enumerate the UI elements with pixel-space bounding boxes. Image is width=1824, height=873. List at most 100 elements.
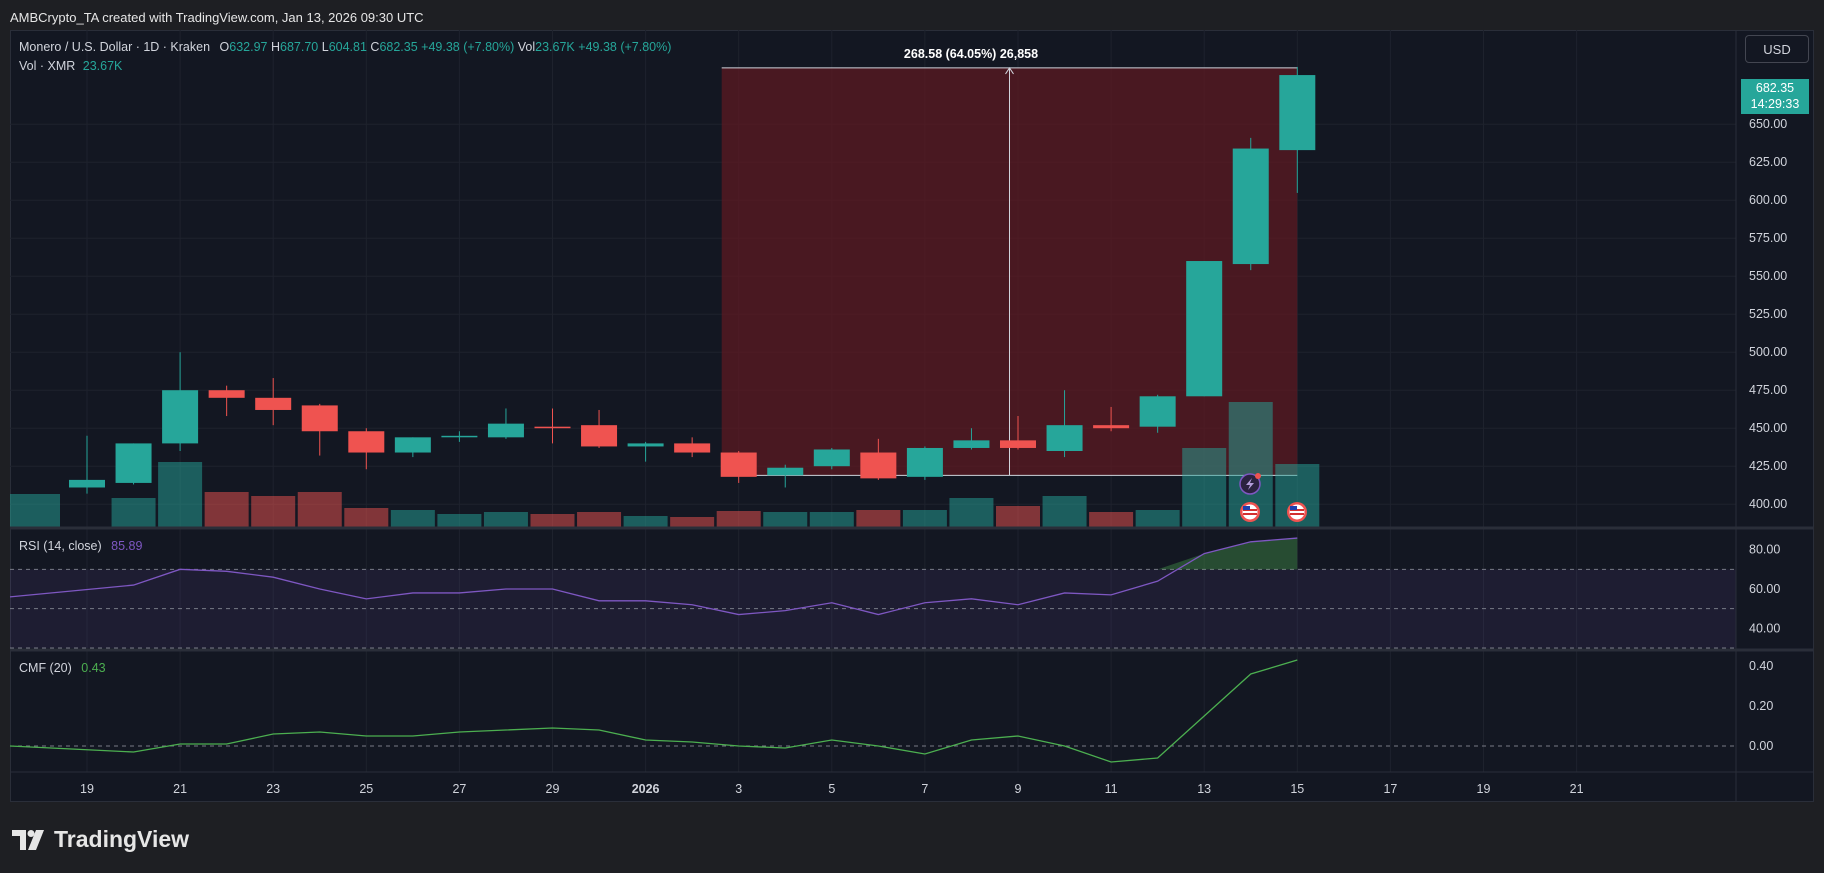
candle[interactable] (487, 408, 524, 439)
open-value: 632.97 (229, 40, 268, 54)
candle-body (953, 440, 990, 448)
volume-bar (530, 514, 575, 528)
candle[interactable] (674, 437, 711, 458)
event-markers (1239, 473, 1307, 522)
cmf-value: 0.43 (81, 661, 106, 675)
candle[interactable] (1139, 394, 1176, 433)
candle[interactable] (767, 464, 804, 488)
lightning-event-icon[interactable] (1239, 473, 1261, 495)
candle[interactable] (1186, 261, 1223, 397)
candle-body (487, 423, 524, 438)
time-tick-label: 13 (1197, 782, 1211, 796)
candle-body (255, 397, 292, 410)
candle-body (906, 447, 943, 477)
candle-body (534, 426, 571, 429)
candle-body (348, 431, 385, 453)
us-flag-event-icon[interactable] (1287, 502, 1307, 522)
candlestick-chart[interactable]: 268.58 (64.05%) 26,858 650.00 625.00 600.0… (0, 0, 1824, 802)
price-tick-label: 575.00 (1749, 231, 1787, 245)
candle-body (767, 467, 804, 476)
candle[interactable] (1279, 66, 1316, 193)
us-flag-event-icon[interactable] (1240, 502, 1260, 522)
cmf-series-line (9, 659, 1298, 763)
candle[interactable] (906, 446, 943, 480)
price-tick-label: 525.00 (1749, 307, 1787, 321)
vol-label: Vol (517, 40, 536, 54)
tradingview-logo[interactable]: TradingView (12, 826, 189, 853)
candle[interactable] (1046, 390, 1083, 458)
volume-bar (670, 517, 715, 528)
high-value: 687.70 (280, 40, 319, 54)
last-price-value: 682.35 (1755, 81, 1795, 95)
rsi-label: RSI (14, close) (19, 539, 102, 553)
candle[interactable] (394, 437, 431, 458)
volume-bar (297, 492, 342, 528)
candle[interactable] (208, 385, 245, 417)
time-tick-label: 11 (1105, 782, 1118, 796)
candle[interactable] (581, 409, 618, 448)
candle[interactable] (441, 431, 478, 442)
cmf-tick-label: 0.20 (1749, 699, 1773, 713)
time-tick-label: 25 (359, 782, 373, 796)
candle[interactable] (348, 428, 385, 470)
candle[interactable] (953, 428, 990, 450)
cmf-pane: 0.40 0.20 0.00 (9, 659, 1773, 763)
candles (69, 66, 1316, 494)
measure-label: 268.58 (64.05%) 26,858 (904, 47, 1038, 61)
candle-body (1139, 396, 1176, 427)
candle-body (301, 405, 338, 432)
volume-bar (204, 492, 249, 528)
candle[interactable] (115, 443, 152, 485)
candle[interactable] (1232, 137, 1269, 271)
time-tick-label: 23 (266, 782, 280, 796)
time-tick-label: 5 (828, 782, 835, 796)
candle-body (394, 437, 431, 453)
rsi-value: 85.89 (111, 539, 143, 553)
top-bar: AMBCrypto_TA created with TradingView.co… (0, 0, 1824, 30)
candle[interactable] (162, 352, 199, 452)
candle-body (1093, 425, 1130, 429)
volume-bar (856, 510, 901, 528)
price-tick-label: 425.00 (1749, 459, 1787, 473)
close-label: C (370, 40, 380, 54)
candle[interactable] (813, 447, 850, 470)
time-tick-label: 21 (1570, 782, 1584, 796)
chart-credit: AMBCrypto_TA created with TradingView.co… (10, 10, 424, 25)
candle-body (860, 452, 897, 479)
symbol-legend: Monero / U.S. Dollar · 1D · Kraken O632.… (19, 40, 671, 54)
rsi-tick-label: 60.00 (1749, 582, 1780, 596)
candle-body (115, 443, 152, 483)
high-label: H (270, 40, 281, 54)
volume-bar (763, 512, 808, 528)
bar-countdown: 14:29:33 (1750, 97, 1800, 111)
candle-body (1279, 75, 1316, 151)
volume-label: Vol · XMR (19, 59, 76, 73)
candle[interactable] (1093, 406, 1130, 432)
candle[interactable] (1000, 416, 1036, 450)
candle-body (69, 479, 105, 488)
time-tick-label: 7 (921, 782, 928, 796)
low-label: L (321, 40, 329, 54)
currency-button[interactable]: USD (1745, 35, 1809, 63)
candle[interactable] (860, 438, 897, 480)
time-tick-label: 19 (1477, 782, 1491, 796)
volume-bar (716, 511, 761, 528)
candle[interactable] (301, 403, 338, 456)
price-tick-label: 450.00 (1749, 421, 1787, 435)
volume-bar (111, 498, 156, 528)
candle[interactable] (627, 441, 664, 462)
candle[interactable] (255, 378, 292, 426)
rsi-overbought-fill (1157, 538, 1298, 570)
volume-bar (483, 512, 528, 528)
volume-bar (158, 462, 203, 528)
rsi-band (10, 569, 1736, 648)
candle-body (1186, 261, 1223, 397)
volume-bar (390, 510, 435, 528)
candle-body (162, 390, 199, 444)
time-tick-label: 15 (1290, 782, 1304, 796)
candle[interactable] (720, 451, 757, 483)
candle[interactable] (534, 408, 571, 444)
rsi-pane: 80.00 60.00 40.00 (9, 537, 1780, 649)
volume-bar (902, 510, 947, 528)
candle[interactable] (69, 435, 105, 494)
